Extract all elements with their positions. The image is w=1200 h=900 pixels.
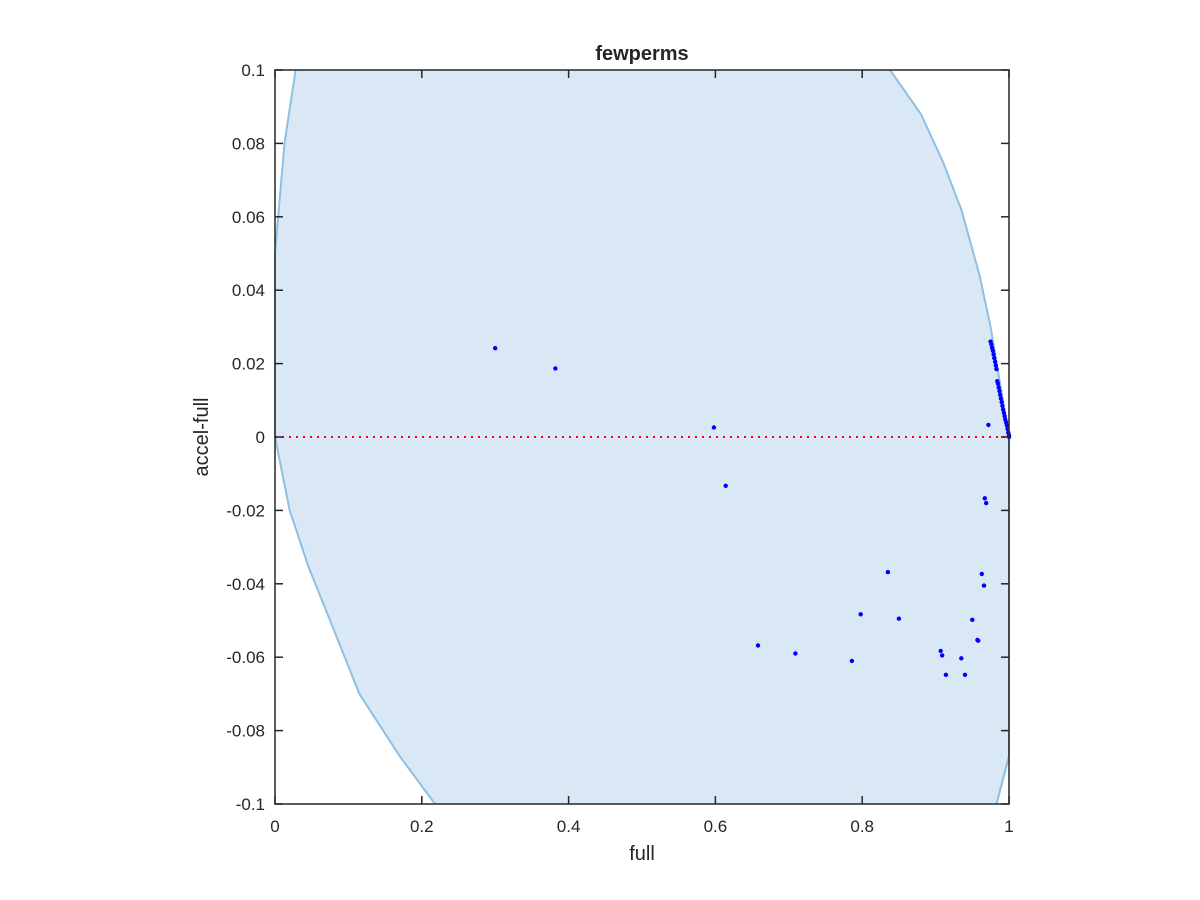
data-point: [1002, 413, 1007, 419]
y-tick-label: -0.08: [226, 722, 265, 741]
chart-title: fewperms: [595, 43, 688, 65]
data-point: [970, 617, 975, 622]
y-axis-ticks: -0.1 -0.08 -0.06 -0.04 -0.02 0 0.02 0.04 0.06 0.0…: [226, 61, 1009, 814]
data-point: [986, 422, 991, 428]
data-point: [1000, 403, 1005, 408]
data-point: [982, 496, 987, 501]
data-point: [1000, 407, 1006, 412]
feasible-region-left-boundary: [274, 69, 436, 805]
data-point: [959, 656, 964, 661]
x-tick-label: 1: [1004, 817, 1013, 836]
data-point: [976, 638, 981, 643]
data-point: [896, 616, 902, 621]
data-point: [992, 359, 998, 364]
y-tick-label: 0.08: [232, 134, 265, 153]
data-point: [1004, 423, 1009, 428]
data-point: [994, 366, 999, 372]
data-point: [990, 348, 996, 353]
data-point: [995, 381, 1001, 386]
data-point: [553, 366, 558, 371]
y-tick-label: 0.06: [232, 208, 265, 227]
data-point: [996, 385, 1001, 390]
data-points: [493, 339, 1012, 677]
data-point: [755, 643, 761, 648]
data-point: [885, 569, 891, 575]
data-point: [979, 571, 984, 577]
y-tick-label: 0: [256, 428, 265, 447]
data-point: [989, 342, 994, 347]
data-point: [992, 355, 997, 361]
feasible-region-fill: [275, 70, 1009, 804]
x-tick-label: 0.6: [704, 817, 728, 836]
data-point: [962, 672, 968, 677]
data-point: [940, 653, 945, 658]
data-point: [997, 388, 1002, 394]
data-point: [493, 346, 498, 351]
feasible-region-right-tail: [995, 756, 1010, 805]
x-tick-label: 0.8: [850, 817, 874, 836]
y-tick-label: -0.02: [226, 501, 265, 520]
y-tick-label: 0.1: [241, 61, 265, 80]
data-point: [991, 352, 996, 357]
data-point: [999, 399, 1004, 405]
y-tick-label: 0.02: [232, 355, 265, 374]
data-point: [938, 648, 943, 654]
data-point: [1001, 410, 1007, 415]
data-point: [858, 612, 863, 617]
plot-area: 0 0.2 0.4 0.6 0.8 1 -0.1 -0.08 -0.06 -0.04 -0.02 0…: [226, 61, 1013, 836]
data-point: [793, 651, 798, 656]
x-axis-ticks: 0 0.2 0.4 0.6 0.8 1: [270, 70, 1014, 836]
data-point: [981, 583, 987, 588]
x-tick-label: 0.2: [410, 817, 434, 836]
y-tick-label: 0.04: [232, 281, 265, 300]
data-point: [998, 392, 1003, 397]
data-point: [943, 672, 949, 677]
y-axis-label: accel-full: [191, 398, 213, 477]
data-point: [711, 425, 717, 430]
y-tick-label: -0.1: [236, 795, 265, 814]
y-tick-label: -0.06: [226, 648, 265, 667]
data-point: [993, 363, 998, 368]
x-tick-label: 0: [270, 817, 279, 836]
data-point: [849, 658, 855, 664]
y-tick-label: -0.04: [226, 575, 265, 594]
data-point: [998, 396, 1004, 401]
x-tick-label: 0.4: [557, 817, 581, 836]
data-point: [984, 500, 989, 506]
data-point: [723, 483, 728, 488]
x-axis-label: full: [629, 843, 655, 865]
